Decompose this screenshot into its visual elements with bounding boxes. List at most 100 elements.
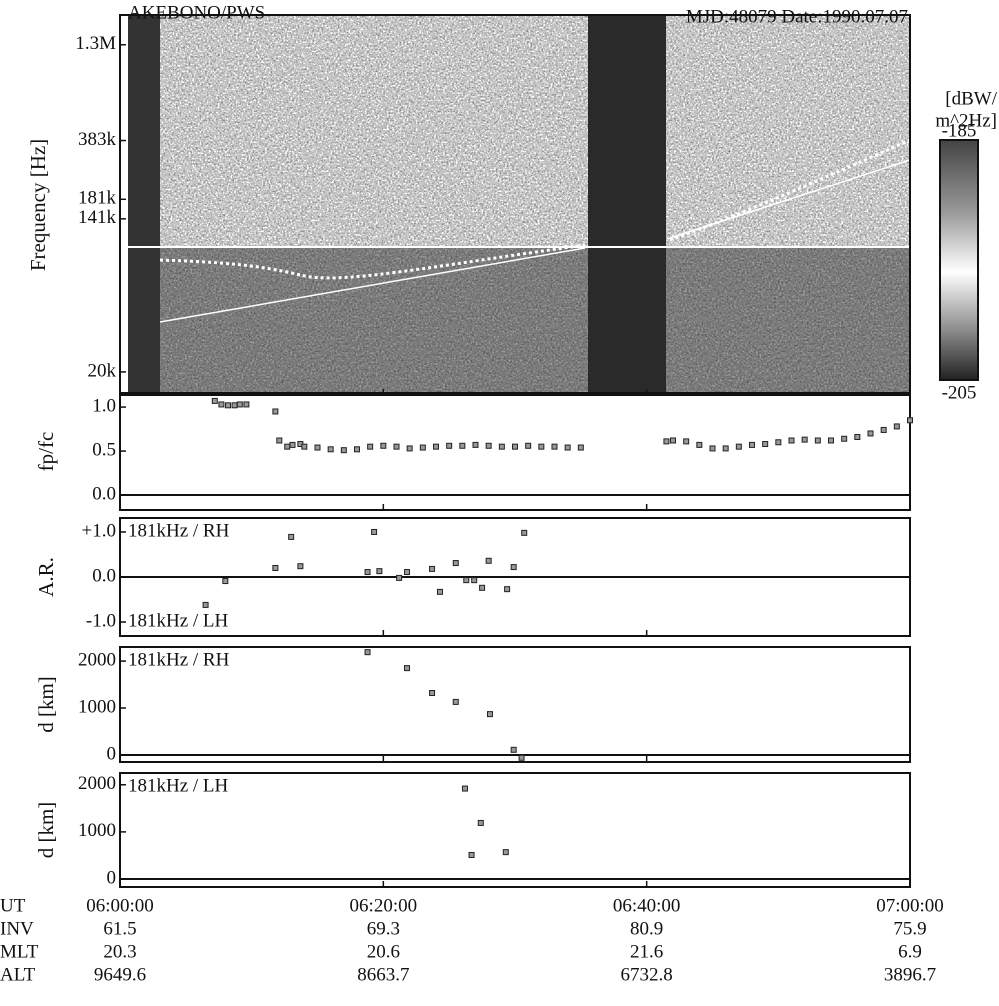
y-axis-label: Frequency [Hz] (26, 139, 50, 271)
point (722, 445, 729, 452)
point (468, 851, 475, 858)
point (429, 690, 436, 696)
point (854, 433, 861, 440)
panel-frame (119, 772, 911, 888)
y-tick-label: 0 (107, 743, 117, 764)
point (272, 408, 279, 415)
point (452, 560, 459, 567)
point (775, 439, 782, 446)
y-tick-label: 1.3M (75, 33, 116, 54)
y-tick-label: 2000 (78, 649, 116, 670)
point (222, 578, 229, 585)
y-tick-label: 0.5 (92, 439, 116, 460)
y-tick-label: 0.0 (92, 565, 116, 586)
point (525, 442, 532, 449)
point (314, 444, 321, 451)
row-value: 6732.8 (621, 964, 673, 985)
point (538, 443, 545, 450)
point (735, 443, 742, 450)
point (801, 436, 808, 443)
point (867, 430, 874, 437)
row-value: 21.6 (630, 941, 663, 962)
point (670, 437, 676, 444)
point (762, 441, 769, 448)
colorbar-tick-label: -185 (942, 120, 977, 141)
subtitle: MJD:48079 Date:1990.07.07 (686, 6, 908, 27)
point (577, 444, 584, 451)
point (404, 569, 411, 576)
point (284, 443, 291, 450)
point (696, 441, 703, 448)
y-tick-label: 20k (88, 360, 117, 381)
point (828, 437, 834, 444)
point (446, 442, 453, 449)
row-value: 6.9 (898, 941, 922, 962)
point (211, 397, 218, 404)
point (749, 441, 755, 448)
point (376, 568, 383, 575)
annotation: 181kHz / LH (128, 775, 229, 796)
x-tick-label: 07:00:00 (876, 895, 944, 916)
y-tick-label: 0 (107, 867, 117, 888)
spectrogram-image (70, 15, 979, 395)
x-tick-label: 06:20:00 (350, 895, 418, 916)
row-value: 8663.7 (357, 964, 409, 985)
point (452, 698, 459, 705)
point (893, 423, 900, 430)
point (512, 443, 518, 450)
row-label: INV (0, 918, 34, 939)
point (272, 564, 279, 571)
point (419, 444, 426, 451)
point (498, 443, 505, 450)
title: AKEBONO/PWS (128, 2, 265, 23)
point (433, 443, 439, 450)
point (367, 443, 374, 450)
row-value: 20.6 (367, 941, 400, 962)
y-tick-label: 2000 (78, 773, 116, 794)
point (364, 569, 371, 576)
point (502, 849, 509, 856)
point (510, 746, 517, 753)
point (297, 563, 304, 570)
y-axis-label: d [km] (34, 802, 58, 859)
point (472, 441, 479, 448)
point (236, 401, 243, 408)
point (551, 443, 558, 450)
point (461, 785, 468, 792)
point (459, 442, 466, 449)
y-tick-label: 1.0 (92, 395, 116, 416)
point (709, 445, 716, 452)
point (880, 426, 887, 433)
row-value: 9649.6 (94, 964, 146, 985)
point (288, 533, 295, 540)
point (564, 444, 571, 451)
panel-frame (119, 392, 911, 511)
y-axis-label: d [km] (34, 676, 58, 733)
point (521, 529, 528, 536)
point (404, 665, 411, 672)
point (243, 401, 250, 408)
point (289, 441, 296, 448)
point (477, 819, 484, 826)
y-tick-label: 383k (78, 129, 117, 150)
point (663, 438, 670, 445)
panel-frame (119, 646, 911, 763)
annotation: 181kHz / RH (128, 520, 230, 541)
point (406, 445, 413, 452)
row-value: 80.9 (630, 918, 663, 939)
point (504, 586, 511, 593)
point (371, 528, 378, 535)
point (276, 437, 283, 444)
point (814, 437, 821, 444)
y-tick-label: 141k (78, 207, 117, 228)
x-tick-label: 06:40:00 (613, 895, 681, 916)
annotation: 181kHz / LH (128, 610, 229, 631)
point (218, 401, 225, 408)
colorbar-label: m^2Hz] (935, 110, 997, 131)
point (364, 649, 371, 656)
point (788, 437, 795, 444)
point (841, 435, 848, 442)
colorbar-label: [dBW/ (945, 88, 997, 109)
row-label: ALT (0, 964, 36, 985)
